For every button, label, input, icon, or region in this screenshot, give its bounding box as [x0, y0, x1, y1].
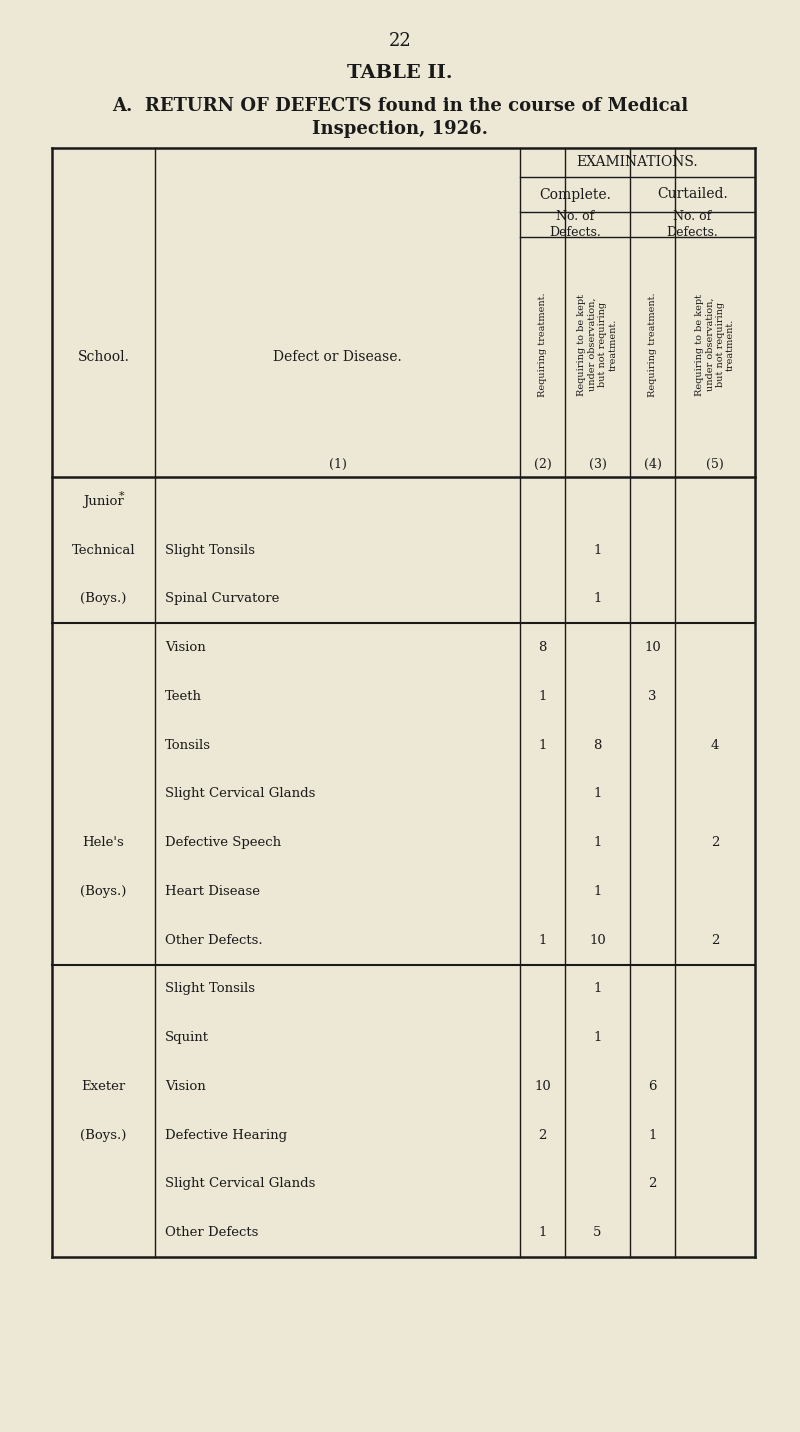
Text: 1: 1 [594, 1031, 602, 1044]
Text: Complete.: Complete. [539, 188, 611, 202]
Text: 1: 1 [594, 544, 602, 557]
Text: Squint: Squint [165, 1031, 209, 1044]
Text: Requiring to be kept
under observation,
but not requiring
treatment.: Requiring to be kept under observation, … [695, 294, 735, 395]
Text: 1: 1 [538, 934, 546, 947]
Text: Defective Hearing: Defective Hearing [165, 1128, 287, 1141]
Text: 2: 2 [648, 1177, 657, 1190]
Text: No. of
Defects.: No. of Defects. [549, 211, 601, 239]
Text: *: * [118, 490, 124, 500]
Text: 1: 1 [594, 788, 602, 800]
Text: Other Defects.: Other Defects. [165, 934, 262, 947]
Text: 1: 1 [594, 885, 602, 898]
Text: 1: 1 [594, 593, 602, 606]
Text: (5): (5) [706, 458, 724, 471]
Text: 10: 10 [644, 642, 661, 654]
Text: 10: 10 [534, 1080, 551, 1093]
Text: (4): (4) [643, 458, 662, 471]
Text: TABLE II.: TABLE II. [347, 64, 453, 82]
Text: Exeter: Exeter [82, 1080, 126, 1093]
Text: 3: 3 [648, 690, 657, 703]
Text: 10: 10 [589, 934, 606, 947]
Text: Slight Tonsils: Slight Tonsils [165, 982, 255, 995]
Text: Vision: Vision [165, 1080, 206, 1093]
Text: (2): (2) [534, 458, 551, 471]
Text: (Boys.): (Boys.) [80, 1128, 126, 1141]
Text: 1: 1 [538, 690, 546, 703]
Text: 5: 5 [594, 1226, 602, 1239]
Text: School.: School. [78, 349, 130, 364]
Text: (Boys.): (Boys.) [80, 593, 126, 606]
Text: Requiring treatment.: Requiring treatment. [648, 292, 657, 397]
Text: 6: 6 [648, 1080, 657, 1093]
Text: Technical: Technical [72, 544, 135, 557]
Text: 2: 2 [711, 836, 719, 849]
Text: EXAMINATIONS.: EXAMINATIONS. [577, 156, 698, 169]
Text: 4: 4 [711, 739, 719, 752]
Text: Slight Cervical Glands: Slight Cervical Glands [165, 788, 315, 800]
Text: Slight Cervical Glands: Slight Cervical Glands [165, 1177, 315, 1190]
Text: Tonsils: Tonsils [165, 739, 211, 752]
Text: Other Defects: Other Defects [165, 1226, 258, 1239]
Text: Junior: Junior [83, 495, 124, 508]
Text: Requiring treatment.: Requiring treatment. [538, 292, 547, 397]
Text: 22: 22 [389, 32, 411, 50]
Text: 1: 1 [648, 1128, 657, 1141]
Text: Slight Tonsils: Slight Tonsils [165, 544, 255, 557]
Text: 8: 8 [594, 739, 602, 752]
Text: A.  RETURN OF DEFECTS found in the course of Medical: A. RETURN OF DEFECTS found in the course… [112, 97, 688, 115]
Text: Vision: Vision [165, 642, 206, 654]
Text: 1: 1 [538, 739, 546, 752]
Text: 1: 1 [594, 982, 602, 995]
Text: Defect or Disease.: Defect or Disease. [273, 349, 402, 364]
Text: (Boys.): (Boys.) [80, 885, 126, 898]
Text: (1): (1) [329, 458, 346, 471]
Text: 8: 8 [538, 642, 546, 654]
Text: 2: 2 [711, 934, 719, 947]
Text: 2: 2 [538, 1128, 546, 1141]
Text: No. of
Defects.: No. of Defects. [666, 211, 718, 239]
Text: 1: 1 [594, 836, 602, 849]
Text: (3): (3) [589, 458, 606, 471]
Text: Spinal Curvatore: Spinal Curvatore [165, 593, 279, 606]
Text: Hele's: Hele's [82, 836, 124, 849]
Text: Teeth: Teeth [165, 690, 202, 703]
Text: Inspection, 1926.: Inspection, 1926. [312, 120, 488, 137]
Text: 1: 1 [538, 1226, 546, 1239]
Text: Requiring to be kept
under observation,
but not requiring
treatment.: Requiring to be kept under observation, … [578, 294, 618, 395]
Text: Heart Disease: Heart Disease [165, 885, 260, 898]
Text: Curtailed.: Curtailed. [657, 188, 728, 202]
Text: Defective Speech: Defective Speech [165, 836, 281, 849]
